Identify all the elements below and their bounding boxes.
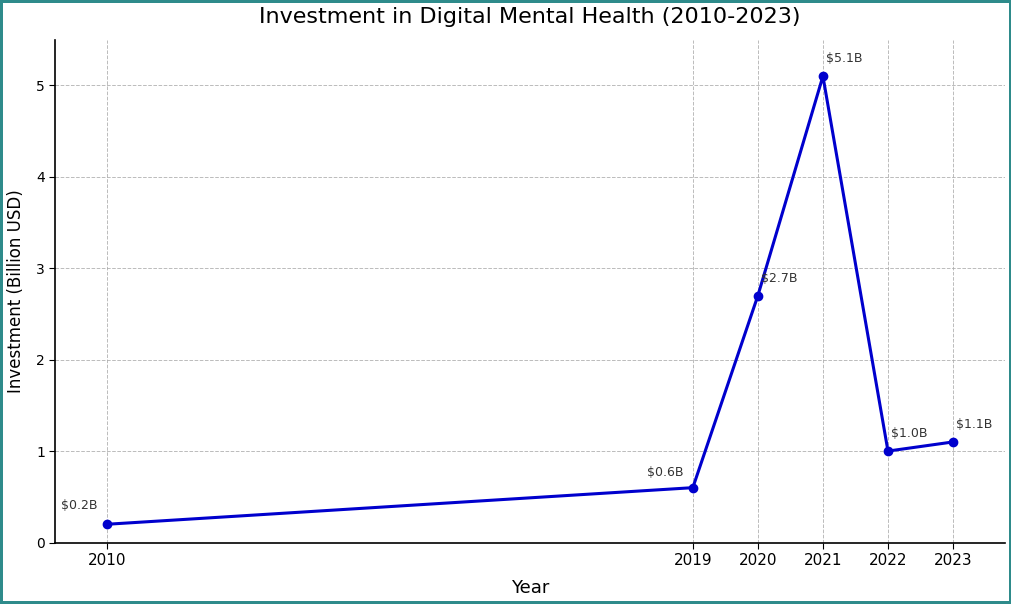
Text: $0.6B: $0.6B (646, 466, 682, 478)
Text: $5.1B: $5.1B (825, 52, 861, 65)
Text: $1.1B: $1.1B (955, 418, 992, 431)
Text: $0.2B: $0.2B (61, 500, 97, 512)
Title: Investment in Digital Mental Health (2010-2023): Investment in Digital Mental Health (201… (259, 7, 800, 27)
Text: $2.7B: $2.7B (760, 272, 797, 284)
Text: $1.0B: $1.0B (891, 427, 927, 440)
Y-axis label: Investment (Billion USD): Investment (Billion USD) (7, 189, 25, 393)
X-axis label: Year: Year (511, 579, 549, 597)
